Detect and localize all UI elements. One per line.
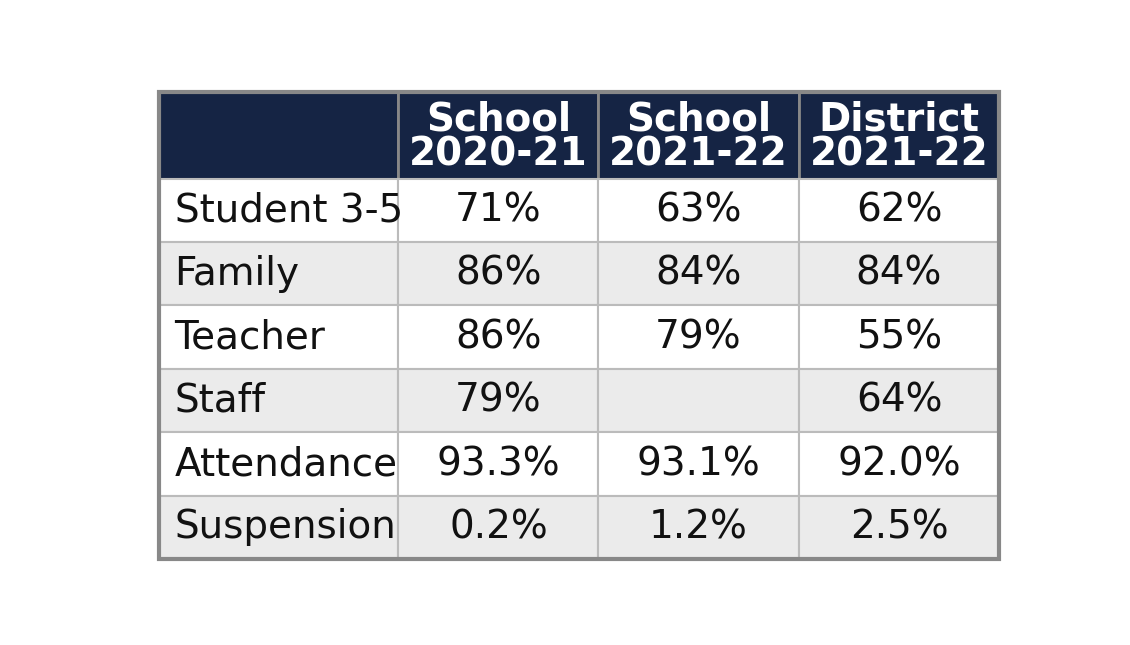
Text: Student 3-5: Student 3-5 (174, 192, 402, 230)
Bar (799, 496, 999, 559)
Bar (158, 432, 399, 496)
Text: Attendance: Attendance (174, 445, 398, 483)
Text: 86%: 86% (455, 318, 541, 356)
Bar (158, 179, 399, 242)
Text: 1.2%: 1.2% (649, 508, 748, 546)
Bar (599, 306, 799, 369)
Text: 2.5%: 2.5% (850, 508, 948, 546)
Bar (599, 496, 799, 559)
Bar (158, 242, 399, 306)
Text: 79%: 79% (655, 318, 741, 356)
Bar (399, 496, 599, 559)
Text: 2021-22: 2021-22 (809, 135, 989, 174)
Bar (399, 306, 599, 369)
Bar (158, 496, 399, 559)
Bar (799, 92, 999, 179)
Text: 79%: 79% (455, 382, 541, 420)
Text: Family: Family (174, 255, 299, 293)
Bar (799, 369, 999, 432)
Text: 2020-21: 2020-21 (409, 135, 588, 174)
Bar (799, 242, 999, 306)
Bar (599, 432, 799, 496)
Text: Teacher: Teacher (174, 318, 325, 356)
Text: 2021-22: 2021-22 (609, 135, 788, 174)
Bar (599, 92, 799, 179)
Text: Suspension: Suspension (174, 508, 397, 546)
Text: District: District (818, 101, 980, 139)
Bar (799, 306, 999, 369)
Bar (599, 179, 799, 242)
Text: 86%: 86% (455, 255, 541, 293)
Text: Staff: Staff (174, 382, 266, 420)
Text: School: School (426, 101, 571, 139)
Text: 93.3%: 93.3% (436, 445, 560, 483)
Bar (599, 369, 799, 432)
Text: 71%: 71% (455, 192, 541, 230)
Bar (399, 369, 599, 432)
Bar (399, 432, 599, 496)
Bar (158, 306, 399, 369)
Text: 84%: 84% (855, 255, 942, 293)
Bar (399, 92, 599, 179)
Text: 63%: 63% (655, 192, 741, 230)
Text: 62%: 62% (855, 192, 942, 230)
Text: School: School (626, 101, 771, 139)
Text: 55%: 55% (855, 318, 942, 356)
Text: 64%: 64% (855, 382, 942, 420)
Text: 0.2%: 0.2% (449, 508, 548, 546)
Text: 84%: 84% (655, 255, 741, 293)
Text: 92.0%: 92.0% (837, 445, 960, 483)
Bar (399, 242, 599, 306)
Bar (799, 179, 999, 242)
Bar (158, 369, 399, 432)
Bar (399, 179, 599, 242)
Bar (599, 242, 799, 306)
Bar (158, 92, 399, 179)
Text: 93.1%: 93.1% (636, 445, 760, 483)
Bar (799, 432, 999, 496)
